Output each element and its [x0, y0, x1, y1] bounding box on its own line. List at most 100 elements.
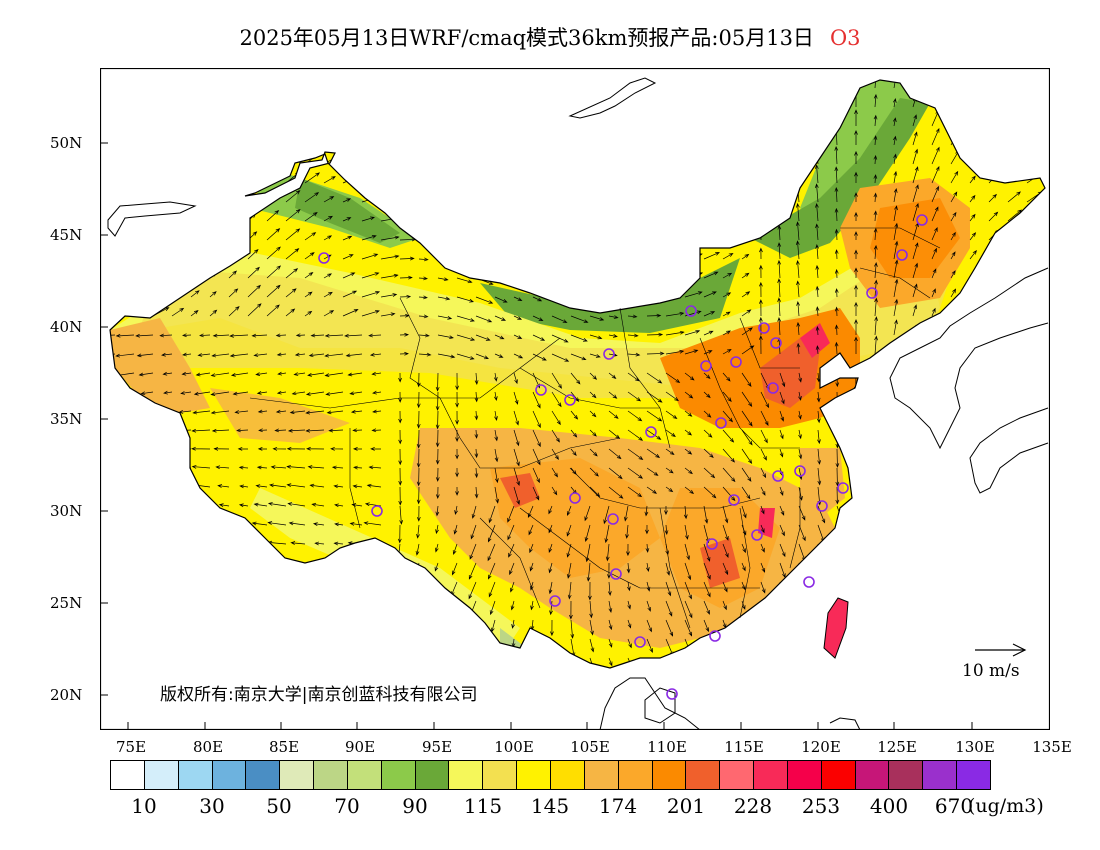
- city-marker: [803, 576, 815, 588]
- wind-arrow: [722, 253, 734, 260]
- wind-arrow: [779, 562, 786, 579]
- wind-arrow: [892, 98, 897, 108]
- wind-arrow: [741, 309, 752, 317]
- wind-arrow: [646, 486, 658, 494]
- colorbar-cell: [177, 760, 213, 790]
- wind-arrow: [493, 372, 498, 382]
- wind-arrow: [988, 341, 1001, 355]
- wind-arrow: [988, 372, 997, 386]
- wind-arrow: [304, 310, 313, 317]
- wind-arrow: [548, 524, 553, 534]
- wind-arrow: [815, 223, 819, 241]
- wind-arrow: [326, 410, 344, 415]
- wind-arrow: [760, 467, 767, 479]
- wind-arrow: [796, 150, 801, 165]
- wind-arrow: [665, 218, 677, 222]
- wind-arrow: [777, 207, 782, 222]
- wind-arrow: [627, 219, 641, 224]
- wind-arrow: [969, 114, 979, 127]
- wind-arrow: [722, 311, 731, 317]
- wind-arrow: [1026, 372, 1034, 380]
- wind-arrow: [797, 619, 802, 636]
- wind-arrow: [722, 80, 736, 89]
- wind-arrow: [159, 333, 173, 338]
- wind-arrow: [870, 600, 876, 618]
- wind-arrow: [947, 543, 952, 554]
- wind-arrow: [665, 236, 679, 241]
- wind-arrow: [171, 83, 180, 89]
- wind-arrow: [455, 486, 459, 496]
- wind-arrow: [270, 465, 287, 469]
- wind-arrow: [570, 657, 577, 668]
- wind-arrow: [380, 85, 390, 90]
- wind-arrow: [276, 656, 287, 661]
- wind-arrow: [873, 114, 878, 127]
- wind-arrow: [815, 128, 819, 146]
- wind-arrow: [887, 638, 895, 655]
- wind-arrow: [684, 600, 693, 619]
- wind-arrow: [874, 505, 878, 515]
- wind-arrow: [988, 265, 1002, 279]
- colorbar-cell: [583, 760, 619, 790]
- wind-arrow: [969, 213, 976, 222]
- wind-arrow: [472, 657, 477, 668]
- wind-arrow: [231, 676, 248, 679]
- wind-arrow: [304, 212, 318, 222]
- wind-arrow: [513, 163, 532, 173]
- wind-arrow: [887, 600, 895, 619]
- wind-arrow: [854, 249, 858, 260]
- wind-arrow: [646, 275, 658, 280]
- colorbar-cell: [110, 760, 145, 790]
- wind-arrow: [950, 211, 957, 222]
- wind-arrow: [140, 391, 154, 396]
- wind-arrow: [683, 505, 688, 520]
- wind-arrow: [143, 428, 154, 433]
- wind-arrow: [110, 580, 116, 585]
- wind-arrow: [627, 333, 639, 338]
- wind-arrow: [815, 325, 820, 336]
- wind-arrow: [123, 465, 135, 470]
- wind-arrow: [361, 310, 380, 317]
- wind-arrow: [415, 543, 420, 556]
- wind-arrow: [741, 372, 752, 387]
- wind-arrow: [135, 657, 154, 662]
- wind-arrow: [722, 233, 736, 241]
- wind-arrow: [1021, 562, 1028, 579]
- wind-arrow: [1020, 543, 1028, 561]
- wind-arrow: [396, 657, 401, 667]
- wind-arrow: [722, 330, 731, 336]
- wind-arrow: [219, 560, 230, 565]
- wind-scale-arrow: [975, 643, 1027, 657]
- wind-arrow: [834, 166, 839, 184]
- wind-arrow: [835, 410, 840, 429]
- wind-arrow: [570, 125, 580, 130]
- wind-arrow: [868, 677, 875, 693]
- wind-arrow: [741, 234, 750, 241]
- wind-arrow: [627, 429, 644, 441]
- wind-arrow: [551, 258, 563, 264]
- wind-arrow: [703, 330, 714, 336]
- wind-arrow: [759, 173, 763, 184]
- wind-arrow: [722, 213, 737, 222]
- colorbar-cell: [448, 760, 484, 790]
- wind-arrow: [331, 465, 344, 470]
- colorbar-cell: [143, 760, 179, 790]
- wind-arrow: [171, 120, 181, 127]
- wind-arrow: [162, 428, 173, 433]
- wind-arrow: [778, 638, 783, 658]
- wind-arrow: [988, 119, 996, 127]
- wind-arrow: [627, 391, 642, 402]
- wind-arrow: [722, 292, 732, 298]
- wind-arrow: [191, 428, 211, 433]
- wind-arrow: [760, 600, 766, 615]
- wind-arrow: [570, 410, 579, 420]
- wind-arrow: [209, 192, 221, 203]
- wind-arrow: [437, 125, 455, 131]
- wind-arrow: [266, 138, 275, 146]
- wind-arrow: [779, 391, 785, 405]
- wind-arrow: [684, 122, 694, 127]
- wind-arrow: [437, 353, 456, 359]
- wind-arrow: [399, 256, 415, 261]
- wind-arrow: [627, 314, 638, 319]
- wind-arrow: [513, 296, 523, 301]
